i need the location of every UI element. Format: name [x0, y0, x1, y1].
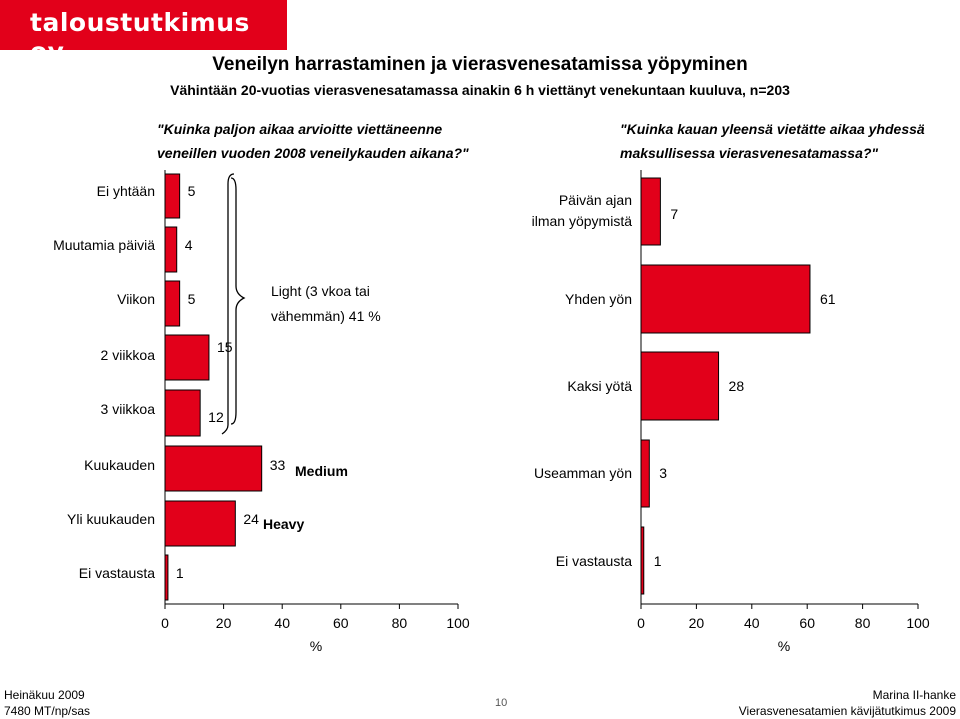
category-label-left-2: Viikon: [117, 291, 155, 307]
bar-right-3: [640, 439, 650, 508]
category-label-left-3: 2 viikkoa: [101, 347, 156, 363]
right-x-tick-label-0: 0: [637, 615, 645, 631]
page-title: Veneilyn harrastaminen ja vierasvenesata…: [212, 54, 748, 75]
value-label-left-0: 5: [188, 183, 196, 199]
right-x-tick-label-3: 60: [799, 615, 815, 631]
bar-left-6: [164, 500, 236, 547]
value-label-left-4: 12: [208, 409, 224, 425]
bar-left-3: [164, 334, 210, 381]
category-label-left-6: Yli kuukauden: [67, 511, 155, 527]
footer-date: Heinäkuu 2009: [4, 688, 85, 702]
value-label-right-0: 7: [670, 206, 678, 222]
left-x-axis-label: %: [310, 638, 322, 654]
value-label-left-2: 5: [188, 291, 196, 307]
category-label-right-0-line-1: ilman yöpymistä: [532, 213, 633, 229]
bar-left-4: [164, 389, 201, 437]
left-x-tick-label-1: 20: [216, 615, 232, 631]
right-x-tick-label-2: 40: [744, 615, 760, 631]
page-number: 10: [495, 697, 508, 709]
footer-code: 7480 MT/np/sas: [4, 704, 91, 718]
value-label-right-2: 28: [729, 378, 745, 394]
category-label-right-4-line-0: Ei vastausta: [556, 553, 632, 569]
value-label-left-6: 24: [243, 511, 259, 527]
medium-annotation: Medium: [295, 463, 348, 479]
bar-left-2: [164, 280, 181, 327]
category-label-right-3-line-0: Useamman yön: [534, 465, 632, 481]
right-x-tick-label-1: 20: [689, 615, 705, 631]
value-label-left-1: 4: [185, 237, 193, 253]
light-group-bracket: [221, 173, 235, 435]
left-x-tick-label-0: 0: [161, 615, 169, 631]
right-question-line-1: "Kuinka kauan yleensä vietätte aikaa yhd…: [620, 121, 925, 137]
category-label-left-7: Ei vastausta: [79, 565, 155, 581]
light-annotation-line-2: vähemmän) 41 %: [271, 308, 381, 324]
left-x-tick-label-3: 60: [333, 615, 349, 631]
light-annotation-line-1: Light (3 vkoa tai: [271, 283, 370, 299]
left-question-line-2: veneillen vuoden 2008 veneilykauden aika…: [157, 145, 469, 161]
footer-study: Vierasvenesatamien kävijätutkimus 2009: [738, 704, 956, 718]
bar-left-0: [164, 173, 181, 219]
footer-author: Marina II-hanke: [872, 688, 956, 702]
category-label-right-2-line-0: Kaksi yötä: [567, 378, 632, 394]
value-label-left-5: 33: [270, 457, 286, 473]
right-x-tick-label-4: 80: [855, 615, 871, 631]
value-label-right-1: 61: [820, 291, 836, 307]
category-label-left-1: Muutamia päiviä: [53, 237, 155, 253]
footer-right: Marina II-hanke Vierasvenesatamien kävij…: [739, 687, 956, 719]
left-chart-question: "Kuinka paljon aikaa arvioitte viettänee…: [157, 117, 469, 165]
light-group-brace: [230, 177, 246, 425]
brand-logo: taloustutkimus oy: [0, 0, 287, 66]
right-x-tick-label-5: 100: [906, 615, 930, 631]
right-x-axis-label: %: [778, 638, 790, 654]
left-bar-chart: Ei yhtään 5 Muutamia päiviä 4 Viikon 5 2 viikk…: [53, 170, 470, 654]
category-label-left-5: Kuukauden: [84, 457, 155, 473]
footer-left: Heinäkuu 2009 7480 MT/np/sas: [4, 687, 90, 719]
page-subtitle: Vähintään 20-vuotias vierasvenesatamassa…: [170, 82, 790, 98]
bar-left-1: [164, 226, 178, 273]
right-question-line-2: maksullisessa vierasvenesatamassa?": [620, 145, 879, 161]
bar-right-2: [640, 351, 720, 421]
value-label-right-4: 1: [654, 553, 662, 569]
category-label-right-1-line-0: Yhden yön: [565, 291, 632, 307]
value-label-left-7: 1: [176, 565, 184, 581]
value-label-left-3: 15: [217, 339, 233, 355]
right-bar-chart: Päivän ajan ilman yöpymistä 7 Yhden yön 61 Ka…: [532, 170, 930, 654]
left-x-tick-label-4: 80: [392, 615, 408, 631]
bar-left-5: [164, 445, 263, 492]
category-label-left-4: 3 viikkoa: [101, 401, 156, 417]
category-label-left-0: Ei yhtään: [97, 183, 155, 199]
left-x-tick-label-5: 100: [446, 615, 470, 631]
heavy-annotation: Heavy: [263, 516, 304, 532]
bar-right-0: [640, 177, 661, 246]
brand-logo-text: taloustutkimus oy: [30, 8, 250, 66]
left-question-line-1: "Kuinka paljon aikaa arvioitte viettänee…: [157, 121, 443, 137]
value-label-right-3: 3: [659, 465, 667, 481]
right-chart-question: "Kuinka kauan yleensä vietätte aikaa yhd…: [620, 117, 925, 165]
bar-right-1: [640, 264, 811, 334]
category-label-right-0-line-0: Päivän ajan: [559, 192, 632, 208]
left-x-tick-label-2: 40: [274, 615, 290, 631]
